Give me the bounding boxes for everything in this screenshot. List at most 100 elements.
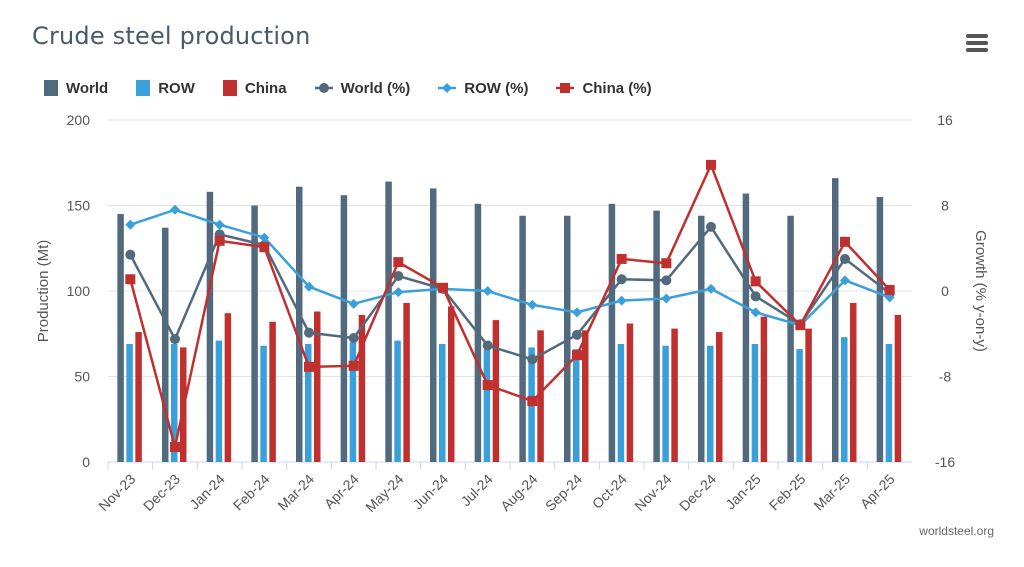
- x-tick-label: Sep-24: [542, 471, 585, 514]
- point-china: [393, 257, 404, 268]
- legend-label: China (%): [582, 79, 652, 97]
- point-china: [214, 235, 225, 246]
- point-row: [661, 293, 672, 304]
- bar-world: [698, 215, 705, 462]
- point-row: [348, 298, 359, 309]
- point-china: [125, 274, 136, 285]
- point-row: [304, 281, 314, 292]
- legend-item-row[interactable]: ROW: [136, 80, 195, 97]
- point-row: [616, 295, 627, 306]
- legend-label: World: [66, 79, 109, 97]
- bar-row: [841, 337, 848, 462]
- bar-world: [206, 191, 214, 462]
- point-row: [572, 307, 582, 318]
- x-tick-label: Feb-24: [230, 471, 273, 514]
- bar-row: [126, 344, 133, 462]
- y2-axis-title: Growth (% y-on-y): [972, 230, 989, 352]
- y-tick-label: 150: [67, 198, 91, 214]
- point-world: [706, 221, 716, 232]
- line-row: [129, 208, 891, 327]
- y2-tick-label: 0: [941, 283, 949, 299]
- bar-row: [260, 345, 267, 462]
- y-axis-title: Production (Mt): [35, 240, 52, 343]
- bar-world: [251, 205, 258, 462]
- point-row: [750, 307, 761, 318]
- x-tick-label: Jan-25: [722, 471, 764, 513]
- point-china: [259, 242, 270, 253]
- bar-china: [269, 321, 276, 462]
- point-world: [348, 333, 359, 344]
- point-china: [750, 276, 761, 287]
- bar-world: [117, 214, 124, 462]
- legend-bar-swatch-icon: [44, 80, 58, 96]
- bar-china: [850, 302, 857, 462]
- line-world: [129, 224, 891, 361]
- point-china: [170, 442, 180, 453]
- point-china: [706, 159, 716, 170]
- y-tick-label: 50: [74, 369, 90, 385]
- bar-world: [296, 186, 303, 462]
- point-row: [482, 286, 493, 296]
- point-row: [840, 275, 850, 286]
- bar-china: [626, 323, 634, 462]
- x-tick-label: Jan-24: [186, 471, 228, 513]
- point-row: [527, 299, 538, 310]
- bar-china: [537, 330, 544, 462]
- bar-world: [832, 178, 839, 462]
- x-tick-label: Jul-24: [458, 471, 496, 509]
- bar-china: [716, 332, 723, 462]
- y2-tick-label: 16: [937, 112, 953, 128]
- bar-row: [483, 349, 491, 462]
- legend-line-marker-icon: [314, 83, 333, 93]
- x-tick-label: Aug-24: [497, 471, 540, 514]
- bar-row: [796, 349, 803, 462]
- bar-world: [162, 227, 169, 462]
- bar-row: [171, 344, 178, 462]
- legend-item-world[interactable]: World (%): [314, 80, 410, 97]
- point-world: [572, 329, 582, 340]
- bar-row: [885, 344, 893, 462]
- point-china: [527, 396, 538, 407]
- bar-world: [787, 215, 794, 462]
- x-tick-label: May-24: [362, 471, 406, 515]
- point-china: [840, 236, 850, 247]
- hamburger-menu-icon[interactable]: [966, 34, 990, 56]
- bar-china: [805, 328, 812, 462]
- point-world: [840, 253, 850, 264]
- legend-line-marker-icon: [556, 83, 575, 93]
- legend-item-china[interactable]: China (%): [556, 79, 652, 97]
- point-row: [706, 283, 716, 294]
- chart-title: Crude steel production: [32, 22, 311, 50]
- x-tick-label: Nov-23: [95, 471, 138, 514]
- legend-bar-swatch-icon: [136, 80, 151, 96]
- bar-row: [215, 340, 223, 462]
- point-china: [795, 320, 806, 331]
- y-tick-label: 100: [67, 283, 91, 299]
- bar-world: [385, 181, 392, 462]
- x-tick-label: Apr-24: [321, 471, 362, 512]
- point-china: [884, 284, 895, 295]
- legend-item-row[interactable]: ROW (%): [438, 80, 528, 97]
- bar-world: [653, 210, 660, 462]
- point-row: [259, 232, 270, 243]
- bar-world: [519, 215, 526, 462]
- bar-world: [340, 195, 348, 463]
- x-tick-label: Jun-24: [410, 471, 452, 513]
- legend-label: ROW: [158, 79, 195, 97]
- bar-china: [582, 330, 589, 462]
- legend-label: ROW (%): [464, 79, 529, 97]
- bar-world: [742, 193, 750, 462]
- legend-line-marker-icon: [438, 83, 457, 93]
- bar-china: [135, 332, 142, 462]
- legend-item-world[interactable]: World: [44, 80, 108, 97]
- bar-china: [224, 313, 232, 462]
- y2-tick-label: -8: [939, 369, 952, 385]
- point-world: [616, 274, 627, 285]
- y-tick-label: 200: [67, 112, 91, 128]
- bar-china: [358, 314, 366, 462]
- point-world: [527, 354, 538, 365]
- legend-item-china[interactable]: China: [222, 80, 287, 97]
- point-world: [750, 291, 761, 302]
- point-world: [170, 334, 180, 345]
